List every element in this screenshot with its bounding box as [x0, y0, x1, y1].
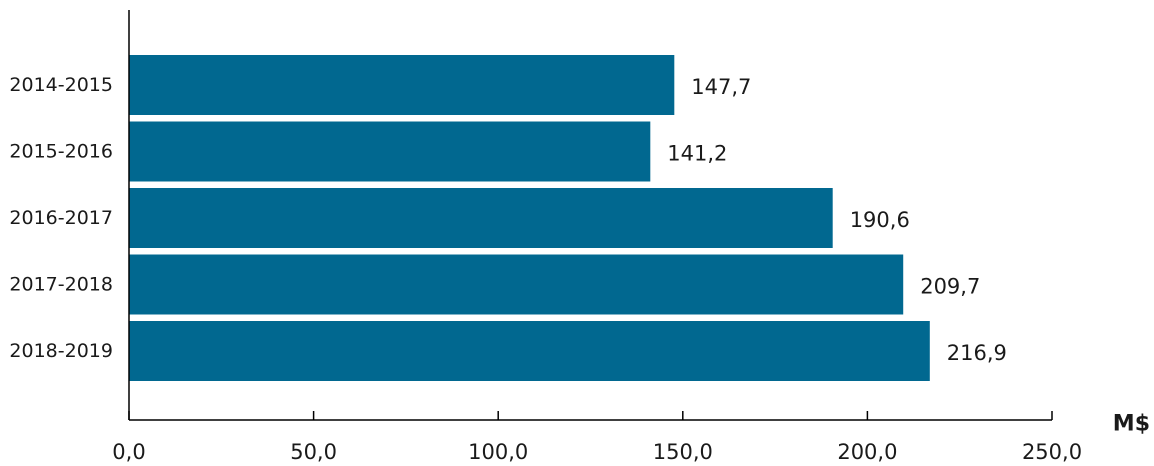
bars-layer [129, 55, 930, 381]
x-axis-unit-label: M$ [1113, 412, 1150, 437]
value-label-2016-2017: 190,6 [850, 208, 910, 232]
x-tick-label: 50,0 [290, 440, 337, 464]
x-tick-label: 250,0 [1022, 440, 1082, 464]
bar-2015-2016 [129, 121, 651, 182]
bar-2018-2019 [129, 321, 930, 381]
category-label-2016-2017: 2016-2017 [9, 207, 113, 229]
x-tick-label: 0,0 [112, 440, 145, 464]
x-tick-label: 150,0 [653, 440, 713, 464]
axes-layer [128, 10, 1052, 421]
x-tick-label: 200,0 [837, 440, 897, 464]
bar-2017-2018 [129, 254, 904, 315]
category-label-2017-2018: 2017-2018 [9, 274, 113, 296]
category-label-2014-2015: 2014-2015 [9, 74, 113, 96]
x-tick-label: 100,0 [468, 440, 528, 464]
category-label-2015-2016: 2015-2016 [9, 141, 113, 163]
category-label-2018-2019: 2018-2019 [9, 340, 113, 362]
bar-2016-2017 [129, 188, 833, 248]
labels-layer: 2014-2015 147,7 2015-2016 141,2 2016-2017 190… [9, 74, 1006, 365]
bar-2014-2015 [129, 55, 675, 115]
value-label-2014-2015: 147,7 [691, 75, 751, 99]
value-label-2017-2018: 209,7 [920, 275, 980, 299]
value-label-2018-2019: 216,9 [947, 341, 1007, 365]
value-label-2015-2016: 141,2 [667, 142, 727, 166]
x-ticks-layer: 0,0 50,0 100,0 150,0 200,0 250,0 [112, 411, 1082, 464]
